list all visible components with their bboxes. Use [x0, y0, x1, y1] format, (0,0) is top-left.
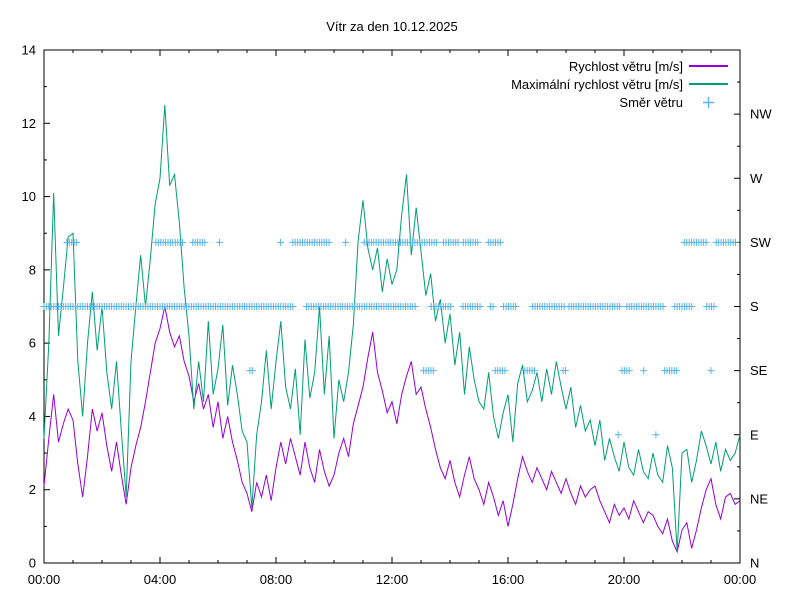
avg-wind-speed-line [43, 306, 741, 554]
y-tick-label: 12 [22, 116, 36, 131]
y-tick-label: 8 [29, 262, 36, 277]
x-tick-label: 00:00 [724, 572, 757, 587]
x-tick-label: 04:00 [144, 572, 177, 587]
chart-title: Vítr za den 10.12.2025 [326, 19, 458, 34]
legend-label-direction: Směr větru [619, 94, 683, 110]
legend-line-sample-avg [689, 57, 728, 75]
y-tick-label: 2 [29, 482, 36, 497]
y2-compass-label: E [750, 427, 759, 442]
legend-item-avg-speed: Rychlost větru [m/s] [511, 57, 728, 75]
legend-item-max-speed: Maximální rychlost větru [m/s] [511, 75, 728, 93]
axis-ticks [43, 49, 741, 564]
chart-legend: Rychlost větru [m/s] Maximální rychlost … [511, 57, 728, 111]
x-tick-label: 00:00 [28, 572, 61, 587]
y2-compass-label: N [750, 556, 759, 571]
y-tick-label: 6 [29, 336, 36, 351]
legend-plus-marker-sample [689, 93, 728, 111]
y2-compass-label: W [750, 171, 763, 186]
x-tick-label: 08:00 [260, 572, 293, 587]
y2-compass-label: SE [750, 363, 768, 378]
y2-compass-label: SW [750, 235, 772, 250]
y-tick-label: 0 [29, 556, 36, 571]
legend-line-sample-max [689, 75, 728, 93]
x-tick-label: 20:00 [608, 572, 641, 587]
max-wind-speed-line [43, 104, 741, 553]
y-tick-label: 14 [22, 43, 36, 58]
x-tick-label: 12:00 [376, 572, 409, 587]
legend-label-max-speed: Maximální rychlost větru [m/s] [511, 76, 683, 92]
legend-label-avg-speed: Rychlost větru [m/s] [568, 58, 683, 74]
y2-compass-label: NE [750, 491, 768, 506]
y-tick-label: 4 [29, 409, 36, 424]
x-tick-label: 16:00 [492, 572, 525, 587]
wind-direction-markers [40, 238, 739, 439]
y2-compass-label: NW [750, 107, 772, 122]
legend-item-direction: Směr větru [511, 93, 728, 111]
y2-compass-label: S [750, 299, 759, 314]
axis-tick-labels: 00:00 04:00 08:00 12:00 16:00 20:00 00:0002468… [22, 43, 773, 588]
y-tick-label: 10 [22, 189, 36, 204]
